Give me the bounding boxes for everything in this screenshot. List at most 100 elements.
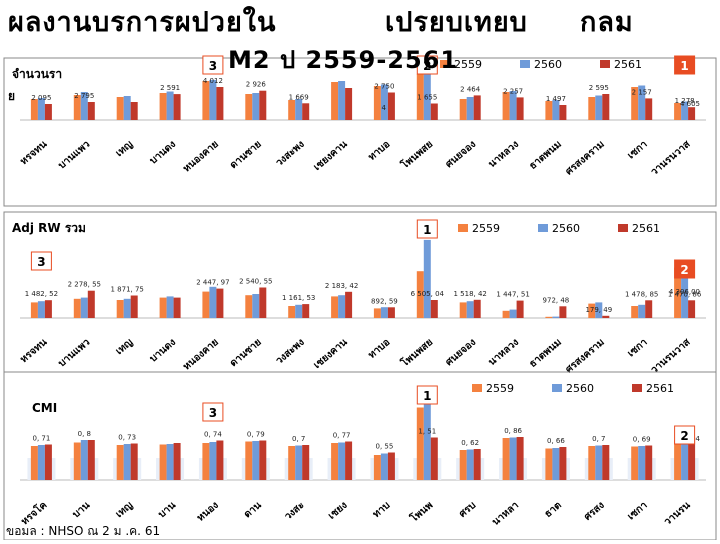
bar-2561-9 <box>387 92 395 120</box>
bar-2560-13 <box>552 100 560 120</box>
bar-2561-10 <box>430 300 438 318</box>
callout-label: 1 <box>680 59 688 73</box>
bar-2561-14 <box>602 315 610 318</box>
bar-2561-8 <box>345 441 353 480</box>
bar-2559-3 <box>116 97 124 120</box>
bar-2561-7 <box>302 445 310 480</box>
x-tick-label: หนองคาย <box>181 337 221 373</box>
bar-2560-5 <box>209 79 217 120</box>
bar-2561-6 <box>259 90 267 120</box>
bar-2561-15 <box>645 98 653 120</box>
bar-2561-15 <box>645 445 653 480</box>
x-tick-label: นาหลวง <box>487 337 521 368</box>
bar-2559-12 <box>502 92 510 120</box>
bar-2561-1 <box>44 300 52 318</box>
data-label-extra-4: 4 <box>382 104 387 112</box>
data-label: 4 012 <box>203 77 223 85</box>
page-title-line4: M2 ป 2559-2561 <box>228 46 459 74</box>
legend-label: 2559 <box>472 222 500 235</box>
data-label: 2 157 <box>632 88 652 96</box>
bar-2559-4 <box>159 93 167 120</box>
bar-2561-5 <box>216 87 224 120</box>
bar-2560-10 <box>423 404 431 480</box>
data-label: 1 478, 85 <box>625 290 658 298</box>
bar-2560-8 <box>338 295 346 318</box>
bar-2559-2 <box>73 95 81 120</box>
x-tick-label: ทาบ <box>371 500 392 520</box>
panel-label: Adj RW รวม <box>12 221 86 235</box>
bar-2561-11 <box>473 95 481 120</box>
x-tick-label: นาหลวง <box>487 139 521 170</box>
callout-label: 1 <box>423 389 431 403</box>
x-tick-label: โพนพสย <box>397 335 435 370</box>
bar-2561-12 <box>516 97 524 120</box>
callout-box-2 <box>416 55 438 75</box>
bar-2561-10 <box>430 437 438 480</box>
callout-box-1 <box>416 219 438 239</box>
x-tick-label: ธาตพนม <box>527 139 563 172</box>
bar-2560-3 <box>123 298 131 318</box>
data-label: 1 655 <box>417 94 437 102</box>
data-label: 0, 79 <box>247 431 265 439</box>
bar-2561-3 <box>130 443 138 480</box>
bar-2561-5 <box>216 288 224 318</box>
bar-2561-9 <box>387 307 395 318</box>
callout-box-3 <box>30 251 52 271</box>
data-label: 2 795 <box>74 92 94 100</box>
legend-swatch-2561 <box>600 60 610 68</box>
data-label: 0, 8 <box>78 430 91 438</box>
bar-2561-11 <box>473 299 481 318</box>
bar-2561-1 <box>44 104 52 120</box>
bar-2559-16 <box>674 440 682 480</box>
bar-2560-10 <box>423 239 431 318</box>
x-tick-label: บานแพว <box>56 337 92 370</box>
x-tick-label: โพนพ <box>407 498 436 525</box>
bar-2560-9 <box>380 307 388 318</box>
x-tick-label: ทาบอ <box>366 139 392 163</box>
bar-2559-1 <box>30 302 38 318</box>
bar-2560-15 <box>638 304 646 318</box>
bar-2560-11 <box>466 449 474 480</box>
legend-swatch-2560 <box>520 60 530 68</box>
legend-swatch-2559 <box>440 60 450 68</box>
bar-2559-2 <box>73 298 81 318</box>
bar-2560-2 <box>80 297 88 318</box>
bar-2561-4 <box>173 94 181 120</box>
bar-2560-9 <box>380 453 388 480</box>
data-label: 2 540, 55 <box>239 278 272 286</box>
x-tick-label: ศรสงคราม <box>564 337 607 376</box>
bar-2560-4 <box>166 296 174 318</box>
x-tick-label: วานรนวาส <box>649 138 693 178</box>
legend-label: 2561 <box>632 222 660 235</box>
bar-2559-11 <box>459 450 467 480</box>
bar-2561-13 <box>559 447 567 480</box>
data-label: 2 595 <box>589 84 609 92</box>
bar-2559-14 <box>588 446 596 480</box>
x-tick-label: บานดง <box>148 337 178 365</box>
bar-2559-16 <box>674 103 682 120</box>
data-label: 6 505, 04 <box>411 290 445 298</box>
bar-2560-7 <box>295 304 303 318</box>
bar-2561-14 <box>602 445 610 480</box>
data-label-extra: 4 605 <box>680 100 700 108</box>
bar-2560-6 <box>252 294 260 318</box>
data-label: 0, 71 <box>32 435 50 443</box>
bar-2561-16 <box>688 437 696 480</box>
bar-2559-9 <box>373 308 381 318</box>
bar-2559-5 <box>202 81 210 120</box>
bar-2559-3 <box>116 445 124 480</box>
legend-swatch-2561 <box>618 224 628 232</box>
bar-2559-5 <box>202 443 210 480</box>
x-tick-label: บานแพว <box>56 139 92 172</box>
data-label: 0, 66 <box>547 437 565 445</box>
x-tick-label: เชยงคาน <box>312 139 350 173</box>
bar-2559-1 <box>30 446 38 480</box>
bar-2561-12 <box>516 300 524 318</box>
bar-2560-4 <box>166 91 174 120</box>
data-label: 0, 77 <box>333 432 351 440</box>
bar-2559-13 <box>545 101 553 120</box>
bar-2559-11 <box>459 99 467 120</box>
x-tick-label: ศรสง <box>582 500 607 523</box>
callout-label: 2 <box>423 59 431 73</box>
